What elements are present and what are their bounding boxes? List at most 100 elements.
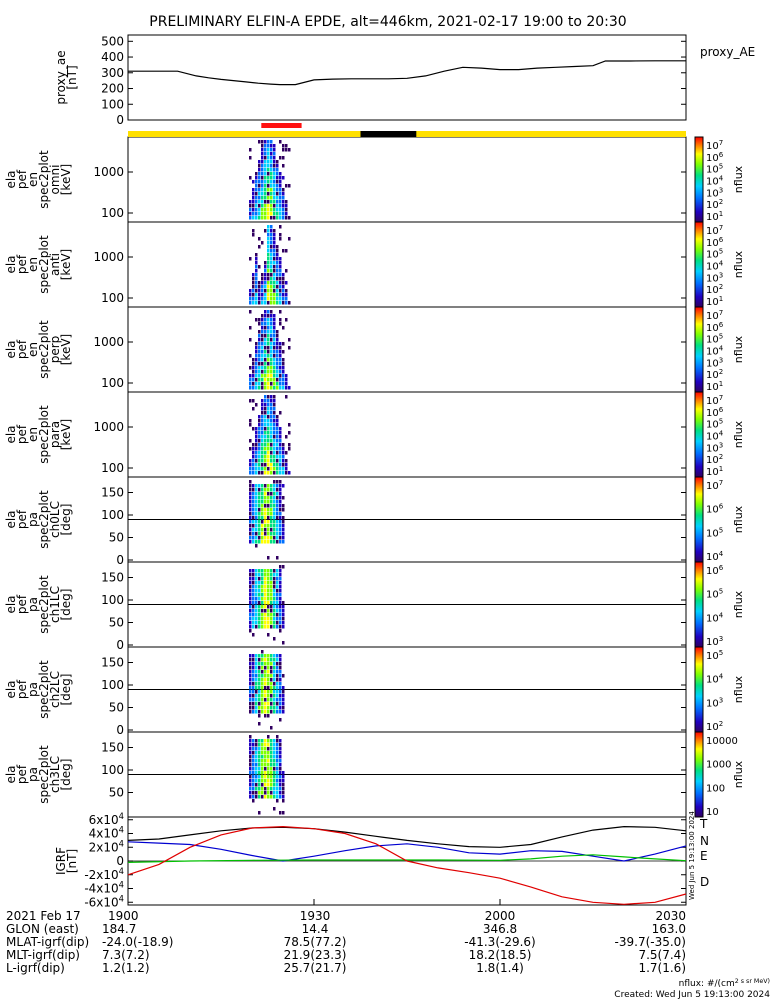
spectrogram-cell <box>255 366 258 370</box>
spectrogram-cell <box>255 625 258 629</box>
spectrogram-cell <box>276 192 279 196</box>
y-axis-label-line: [keV] <box>59 164 73 195</box>
spectrogram-cell <box>252 204 255 208</box>
spectrogram-cell <box>270 245 273 249</box>
spectrogram-cell <box>252 577 255 581</box>
spectrogram-cell <box>252 678 255 682</box>
spectrogram-cell <box>261 156 264 160</box>
spectrogram-cell <box>273 342 276 346</box>
spectrogram-cell <box>258 180 261 184</box>
spectrogram-cell <box>258 698 261 702</box>
y-axis-label-line: [deg] <box>59 589 73 621</box>
spectrogram-cell <box>249 508 252 512</box>
spectrogram-cell <box>276 678 279 682</box>
spectrogram-cell <box>276 431 279 435</box>
spectrogram-cell <box>267 613 270 617</box>
spectrogram-cell <box>273 540 276 544</box>
spectrogram-cell <box>252 601 255 605</box>
spectrogram-cell <box>279 370 282 374</box>
spectrogram-cell <box>270 346 273 350</box>
spectrogram-cell <box>249 702 252 706</box>
spectrogram-cell <box>264 447 267 451</box>
spectrogram-cell <box>258 504 261 508</box>
spectrogram-cell <box>270 415 273 419</box>
spectrogram-cell <box>264 330 267 334</box>
spectrogram-cell <box>279 382 282 386</box>
spectrogram-cell <box>276 471 279 475</box>
spectrogram-cell <box>279 492 282 496</box>
spectrogram-cell <box>261 208 264 212</box>
spectrogram-cell <box>270 427 273 431</box>
spectrogram-cell <box>261 605 264 609</box>
spectrogram-cell <box>276 281 279 285</box>
spectrogram-cell <box>264 342 267 346</box>
spectrogram-cell <box>276 277 279 281</box>
spectrogram-cell <box>279 225 282 229</box>
spectrogram-cell <box>270 577 273 581</box>
spectrogram-cell <box>249 366 252 370</box>
series-line-T <box>127 825 687 848</box>
spectrogram-cell <box>264 686 267 690</box>
spectrogram-cell <box>276 180 279 184</box>
spectrogram-cell <box>282 528 285 532</box>
spectrogram-cell <box>279 755 282 759</box>
spectrogram-cell <box>261 658 264 662</box>
spectrogram-cell <box>282 277 285 281</box>
spectrogram-cell <box>279 605 282 609</box>
spectrogram-cell <box>264 164 267 168</box>
spectrogram-cell <box>255 427 258 431</box>
y-axis-label-line: pa <box>26 682 40 697</box>
spectrogram-cell <box>258 601 261 605</box>
spectrogram-cell <box>249 504 252 508</box>
spectrogram-cell <box>267 524 270 528</box>
y-tick-label: 2x104 <box>89 838 124 854</box>
spectrogram-cell <box>258 293 261 297</box>
spectrogram-cell <box>252 528 255 532</box>
spectrogram-cell <box>255 431 258 435</box>
spectrogram-cell <box>270 140 273 144</box>
spectrogram-cell <box>264 358 267 362</box>
spectrogram-cell <box>276 362 279 366</box>
spectrogram-cell <box>261 196 264 200</box>
spectrogram-cell <box>264 152 267 156</box>
spectrogram-cell <box>261 609 264 613</box>
colorbar-label: nflux <box>732 760 745 788</box>
spectrogram-cell <box>270 354 273 358</box>
spectrogram-cell <box>285 395 288 399</box>
colorbar-tick-label: 107 <box>706 479 723 492</box>
spectrogram-cell <box>258 334 261 338</box>
spectrogram-cell <box>273 674 276 678</box>
spectrogram-cell <box>273 297 276 301</box>
spectrogram-cell <box>261 435 264 439</box>
spectrogram-cell <box>282 516 285 520</box>
spectrogram-cell <box>264 382 267 386</box>
spectrogram-cell <box>270 297 273 301</box>
spectrogram-cell <box>264 763 267 767</box>
spectrogram-cell <box>276 759 279 763</box>
spectrogram-cell <box>252 524 255 528</box>
spectrogram-cell <box>276 597 279 601</box>
spectrogram-cell <box>264 208 267 212</box>
spectrogram-cell <box>261 334 264 338</box>
spectrogram-cell <box>267 212 270 216</box>
spectrogram-cell <box>258 435 261 439</box>
spectrogram-cell <box>270 382 273 386</box>
spectrogram-cell <box>261 775 264 779</box>
spectrogram-cell <box>273 678 276 682</box>
spectrogram-cell <box>267 164 270 168</box>
footer-value: 7.3(7.2) <box>102 948 150 962</box>
spectrogram-cell <box>264 322 267 326</box>
spectrogram-cell <box>255 666 258 670</box>
spectrogram-cell <box>249 666 252 670</box>
spectrogram-cell <box>267 334 270 338</box>
spectrogram-cell <box>252 763 255 767</box>
spectrogram-cell <box>252 670 255 674</box>
spectrogram-cell <box>273 184 276 188</box>
spectrogram-cell <box>264 714 267 718</box>
panel-perp: elapefenspec2plotperp[keV]10010001071061… <box>4 306 745 393</box>
spectrogram-cell <box>261 281 264 285</box>
spectrogram-cell <box>255 593 258 597</box>
y-axis-label-line: IGRF <box>54 847 68 875</box>
spectrogram-cell <box>264 471 267 475</box>
spectrogram-cell <box>270 273 273 277</box>
